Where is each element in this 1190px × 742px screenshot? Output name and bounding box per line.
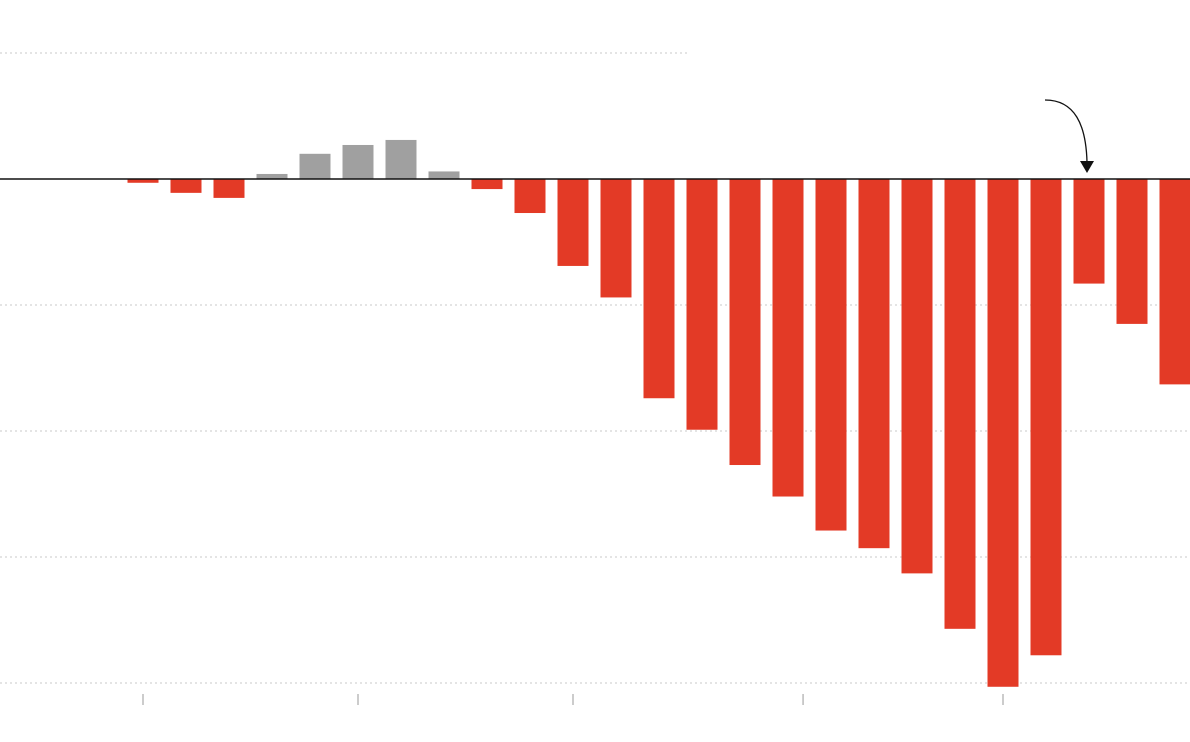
bar [600,179,632,298]
bar [686,179,718,430]
bar [385,139,417,179]
bar [1030,179,1062,656]
bar [428,171,460,179]
bar [299,153,331,179]
bar [772,179,804,497]
bar [170,179,202,193]
bar [213,179,245,198]
bar [987,179,1019,687]
bar [1073,179,1105,284]
bar [514,179,546,214]
bar [1159,179,1190,385]
bar [901,179,933,574]
bar [944,179,976,629]
bar [471,179,503,190]
arrow-head [1080,161,1094,173]
bar [256,173,288,179]
bar [729,179,761,466]
bar [858,179,890,549]
annotation-arrow [1044,99,1088,163]
bar [342,144,374,179]
bar [557,179,589,266]
bar-layer [127,139,1190,687]
bar [127,179,159,183]
axis-layer [0,178,1190,705]
bar [643,179,675,399]
bar [815,179,847,531]
bar [1116,179,1148,324]
